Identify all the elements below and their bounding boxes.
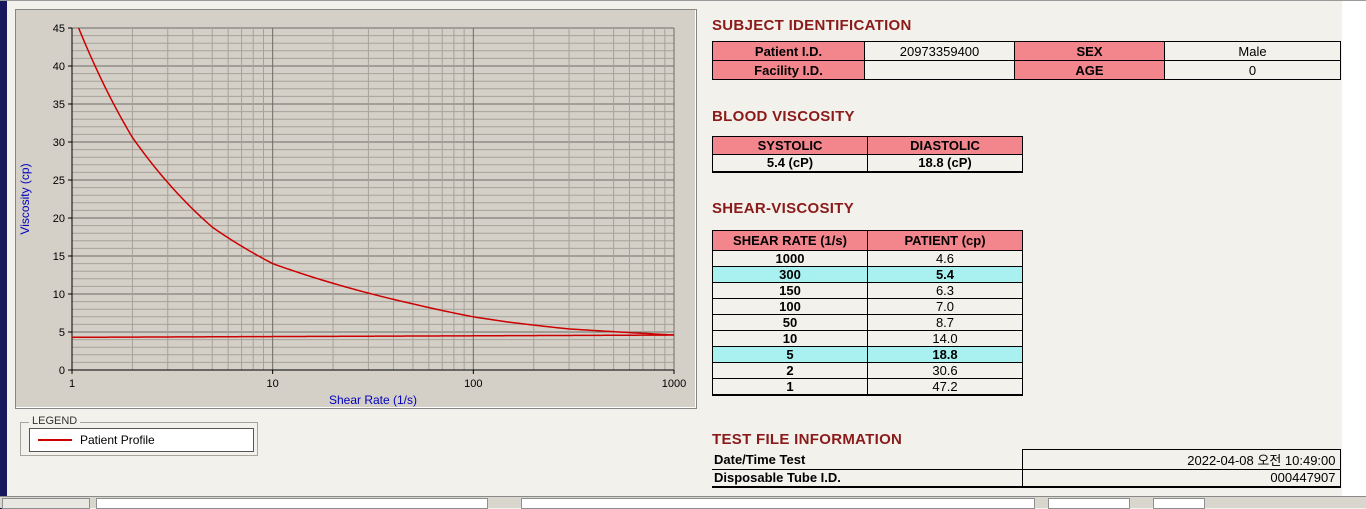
table-row: Disposable Tube I.D. 000447907 bbox=[712, 469, 1341, 488]
column-header: SHEAR RATE (1/s) bbox=[712, 230, 868, 251]
shear-rate-value: 1 bbox=[712, 378, 868, 396]
svg-text:1000: 1000 bbox=[662, 378, 686, 390]
table-row: 150 6.3 bbox=[712, 282, 1023, 299]
field-value bbox=[864, 60, 1015, 80]
patient-viscosity-value: 5.4 bbox=[867, 266, 1023, 283]
table-row: 1000 4.6 bbox=[712, 250, 1023, 267]
table-row: 5 18.8 bbox=[712, 346, 1023, 363]
svg-text:15: 15 bbox=[53, 251, 65, 263]
left-edge-strip bbox=[0, 1, 7, 509]
table-header-row: SHEAR RATE (1/s) PATIENT (cp) bbox=[712, 230, 1023, 251]
svg-text:45: 45 bbox=[53, 23, 65, 35]
svg-text:10: 10 bbox=[267, 378, 279, 390]
table-row: Facility I.D. AGE 0 bbox=[712, 60, 1341, 80]
section-title-shear-viscosity: SHEAR-VISCOSITY bbox=[712, 200, 855, 217]
svg-text:Viscosity (cp): Viscosity (cp) bbox=[18, 163, 32, 234]
svg-text:Shear Rate (1/s): Shear Rate (1/s) bbox=[329, 393, 417, 407]
field-label: Facility I.D. bbox=[712, 60, 865, 80]
patient-viscosity-value: 6.3 bbox=[867, 282, 1023, 299]
section-title-subject-identification: SUBJECT IDENTIFICATION bbox=[712, 17, 912, 34]
field-label: Date/Time Test bbox=[712, 449, 1022, 470]
viscosity-value: 5.4 (cP) bbox=[712, 154, 868, 173]
patient-viscosity-value: 7.0 bbox=[867, 298, 1023, 315]
svg-text:5: 5 bbox=[59, 327, 65, 339]
field-label: AGE bbox=[1014, 60, 1165, 80]
blood-viscosity-table: SYSTOLIC DIASTOLIC 5.4 (cP) 18.8 (cP) bbox=[712, 136, 1023, 173]
svg-text:25: 25 bbox=[53, 175, 65, 187]
legend-entry-label: Patient Profile bbox=[80, 433, 155, 447]
field-value: 000447907 bbox=[1021, 469, 1341, 488]
svg-text:20: 20 bbox=[53, 213, 65, 225]
legend-line-sample bbox=[38, 439, 72, 441]
viscosity-chart-panel: 0 5 10 15 20 25 30 35 40 45 1 10 100 1000 Shear Rate (… bbox=[15, 9, 697, 409]
table-row: 100 7.0 bbox=[712, 298, 1023, 315]
bottom-cropped-control[interactable] bbox=[1153, 498, 1205, 509]
viscosity-value: 18.8 (cP) bbox=[867, 154, 1023, 173]
column-header: DIASTOLIC bbox=[867, 136, 1023, 155]
field-value: 0 bbox=[1164, 60, 1341, 80]
patient-viscosity-value: 8.7 bbox=[867, 314, 1023, 331]
shear-rate-value: 100 bbox=[712, 298, 868, 315]
field-value: 20973359400 bbox=[864, 41, 1015, 61]
shear-rate-value: 5 bbox=[712, 346, 868, 363]
shear-rate-value: 2 bbox=[712, 362, 868, 379]
svg-text:40: 40 bbox=[53, 61, 65, 73]
patient-viscosity-value: 30.6 bbox=[867, 362, 1023, 379]
table-header-row: SYSTOLIC DIASTOLIC bbox=[712, 136, 1023, 155]
shear-rate-value: 150 bbox=[712, 282, 868, 299]
patient-viscosity-value: 4.6 bbox=[867, 250, 1023, 267]
table-row: Patient I.D. 20973359400 SEX Male bbox=[712, 41, 1341, 61]
legend-entry: Patient Profile bbox=[29, 428, 254, 452]
legend-group: LEGEND Patient Profile bbox=[20, 415, 258, 456]
svg-text:1: 1 bbox=[69, 378, 75, 390]
shear-rate-value: 50 bbox=[712, 314, 868, 331]
shear-rate-value: 1000 bbox=[712, 250, 868, 267]
legend-caption: LEGEND bbox=[29, 415, 81, 427]
bottom-cropped-control[interactable] bbox=[96, 498, 488, 509]
svg-text:100: 100 bbox=[464, 378, 482, 390]
svg-text:30: 30 bbox=[53, 137, 65, 149]
shear-rate-value: 300 bbox=[712, 266, 868, 283]
right-margin bbox=[1342, 1, 1366, 497]
patient-viscosity-value: 14.0 bbox=[867, 330, 1023, 347]
table-row: Date/Time Test 2022-04-08 오전 10:49:00 bbox=[712, 449, 1341, 470]
shear-rate-value: 10 bbox=[712, 330, 868, 347]
table-row: 5.4 (cP) 18.8 (cP) bbox=[712, 154, 1023, 173]
test-file-information-table: Date/Time Test 2022-04-08 오전 10:49:00 Disp… bbox=[712, 449, 1341, 488]
svg-text:10: 10 bbox=[53, 289, 65, 301]
table-row: 1 47.2 bbox=[712, 378, 1023, 396]
subject-identification-table: Patient I.D. 20973359400 SEX Male Facility I… bbox=[712, 41, 1341, 80]
table-row: 2 30.6 bbox=[712, 362, 1023, 379]
section-title-test-file-information: TEST FILE INFORMATION bbox=[712, 431, 903, 448]
column-header: PATIENT (cp) bbox=[867, 230, 1023, 251]
svg-text:0: 0 bbox=[59, 365, 65, 377]
field-value: 2022-04-08 오전 10:49:00 bbox=[1021, 449, 1341, 470]
field-label: Disposable Tube I.D. bbox=[712, 469, 1022, 488]
column-header: SYSTOLIC bbox=[712, 136, 868, 155]
bottom-cropped-control[interactable] bbox=[2, 498, 90, 509]
section-title-blood-viscosity: BLOOD VISCOSITY bbox=[712, 108, 855, 125]
patient-viscosity-value: 18.8 bbox=[867, 346, 1023, 363]
table-row: 50 8.7 bbox=[712, 314, 1023, 331]
shear-viscosity-table: SHEAR RATE (1/s) PATIENT (cp) 1000 4.6 300 5… bbox=[712, 230, 1023, 396]
field-label: SEX bbox=[1014, 41, 1165, 61]
bottom-cropped-control[interactable] bbox=[521, 498, 1035, 509]
bottom-cropped-control[interactable] bbox=[1048, 498, 1130, 509]
patient-viscosity-value: 47.2 bbox=[867, 378, 1023, 396]
field-value: Male bbox=[1164, 41, 1341, 61]
table-row: 10 14.0 bbox=[712, 330, 1023, 347]
table-row: 300 5.4 bbox=[712, 266, 1023, 283]
svg-text:35: 35 bbox=[53, 99, 65, 111]
viscosity-chart: 0 5 10 15 20 25 30 35 40 45 1 10 100 1000 Shear Rate (… bbox=[18, 23, 686, 407]
field-label: Patient I.D. bbox=[712, 41, 865, 61]
